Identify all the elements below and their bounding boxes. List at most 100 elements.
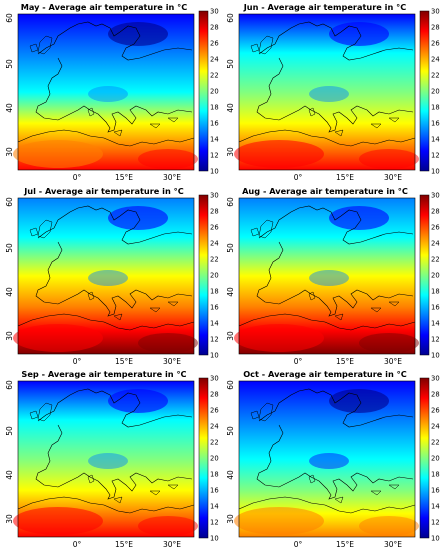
colorbar-tick-label: 14: [431, 320, 440, 328]
lat-tick-label: 60: [226, 13, 235, 23]
map-panel-may: May - Average air temperature in °C 30 40 5…: [0, 0, 221, 183]
panel-title: Jul - Average air temperature in °C: [23, 186, 184, 196]
colorbar-tick-label: 24: [431, 56, 440, 64]
lat-tick-label: 40: [5, 470, 14, 480]
colorbar-tick-label: 26: [431, 407, 440, 415]
colorbar-tick-label: 30: [431, 8, 440, 16]
colorbar-tick-label: 26: [431, 224, 440, 232]
coastline: [256, 21, 414, 133]
coastline: [256, 205, 414, 317]
colorbar-tick-label: 14: [431, 503, 440, 511]
colorbar-tick-label: 12: [210, 519, 219, 527]
panel-title: Jun - Average air temperature in °C: [243, 2, 407, 12]
colorbar: [198, 194, 209, 356]
colorbar-tick-label: 30: [210, 192, 219, 200]
lon-tick-label: 30°E: [384, 173, 402, 182]
colorbar-tick-label: 16: [210, 304, 219, 312]
colorbar: [419, 194, 430, 356]
panel-title: Oct - Average air temperature in °C: [243, 369, 407, 379]
colorbar-tick-label: 20: [431, 88, 440, 96]
lat-tick-label: 30: [5, 514, 14, 524]
colorbar-tick-label: 16: [431, 120, 440, 128]
colorbar-tick-label: 28: [210, 208, 219, 216]
lat-tick-label: 40: [5, 287, 14, 297]
colorbar: [419, 377, 430, 539]
colorbar-tick-label: 22: [431, 256, 440, 264]
colorbar-tick-label: 12: [210, 336, 219, 344]
panel-title: May - Average air temperature in °C: [21, 2, 188, 12]
colorbar-tick-label: 10: [210, 168, 219, 176]
colorbar-tick-label: 24: [431, 423, 440, 431]
colorbar-tick-label: 18: [210, 288, 219, 296]
coastline: [35, 205, 193, 317]
lat-tick-label: 50: [226, 59, 235, 69]
colorbar-tick-label: 16: [210, 487, 219, 495]
colorbar-tick-label: 10: [431, 535, 440, 543]
colorbar-tick-label: 20: [210, 455, 219, 463]
colorbar-tick-label: 28: [431, 391, 440, 399]
lon-tick-label: 15°E: [336, 173, 354, 182]
lat-tick-label: 60: [5, 197, 14, 207]
colorbar-tick-label: 24: [210, 56, 219, 64]
lat-tick-label: 50: [5, 59, 14, 69]
colorbar-tick-label: 26: [210, 40, 219, 48]
temperature-map: [13, 197, 198, 355]
colorbar-tick-label: 18: [210, 104, 219, 112]
colorbar-tick-label: 10: [210, 535, 219, 543]
lat-tick-label: 30: [5, 331, 14, 341]
lon-tick-label: 0°: [294, 173, 303, 182]
colorbar-tick-label: 20: [431, 272, 440, 280]
colorbar-tick-label: 14: [210, 320, 219, 328]
lat-tick-label: 60: [5, 13, 14, 23]
coastline: [256, 388, 414, 500]
colorbar-tick-label: 16: [431, 304, 440, 312]
colorbar: [419, 10, 430, 172]
lon-tick-label: 30°E: [163, 357, 181, 366]
coastline-africa: [238, 129, 416, 147]
lon-tick-label: 30°E: [163, 540, 181, 549]
colorbar-tick-label: 18: [210, 471, 219, 479]
colorbar-tick-label: 18: [431, 104, 440, 112]
lon-tick-label: 0°: [73, 540, 82, 549]
panel-title: Aug - Average air temperature in °C: [242, 186, 408, 196]
lon-tick-label: 30°E: [384, 357, 402, 366]
colorbar-tick-label: 22: [431, 439, 440, 447]
temperature-map: [234, 380, 419, 538]
colorbar-tick-label: 14: [431, 136, 440, 144]
lat-tick-label: 40: [226, 103, 235, 113]
colorbar-tick-label: 26: [431, 40, 440, 48]
colorbar-tick-label: 14: [210, 503, 219, 511]
map-panel-jul: Jul - Average air temperature in °C 30 40 5…: [0, 184, 221, 367]
lat-tick-label: 50: [226, 426, 235, 436]
coastline-africa: [238, 313, 416, 331]
colorbar: [198, 10, 209, 172]
colorbar-tick-label: 12: [431, 519, 440, 527]
colorbar-tick-label: 16: [210, 120, 219, 128]
colorbar-tick-label: 24: [431, 240, 440, 248]
lat-tick-label: 30: [5, 147, 14, 157]
lat-tick-label: 40: [226, 287, 235, 297]
coastline: [35, 21, 193, 133]
colorbar-tick-label: 28: [431, 24, 440, 32]
temperature-map: [234, 197, 419, 355]
colorbar-tick-label: 30: [210, 375, 219, 383]
colorbar-tick-label: 22: [210, 439, 219, 447]
colorbar-tick-label: 12: [431, 152, 440, 160]
lon-tick-label: 0°: [73, 357, 82, 366]
colorbar-tick-label: 12: [431, 336, 440, 344]
colorbar-tick-label: 30: [210, 8, 219, 16]
coastline-africa: [238, 496, 416, 514]
colorbar-tick-label: 28: [210, 24, 219, 32]
lat-tick-label: 60: [5, 380, 14, 390]
colorbar-tick-label: 26: [210, 407, 219, 415]
lat-tick-label: 30: [226, 331, 235, 341]
coastline: [35, 388, 193, 500]
colorbar-tick-label: 30: [431, 375, 440, 383]
colorbar-tick-label: 18: [431, 288, 440, 296]
colorbar-tick-label: 16: [431, 487, 440, 495]
colorbar-tick-label: 24: [210, 240, 219, 248]
colorbar-tick-label: 10: [431, 352, 440, 360]
colorbar-tick-label: 10: [431, 168, 440, 176]
map-panel-oct: Oct - Average air temperature in °C 30 40 5…: [221, 367, 442, 550]
coastline-africa: [17, 496, 195, 514]
